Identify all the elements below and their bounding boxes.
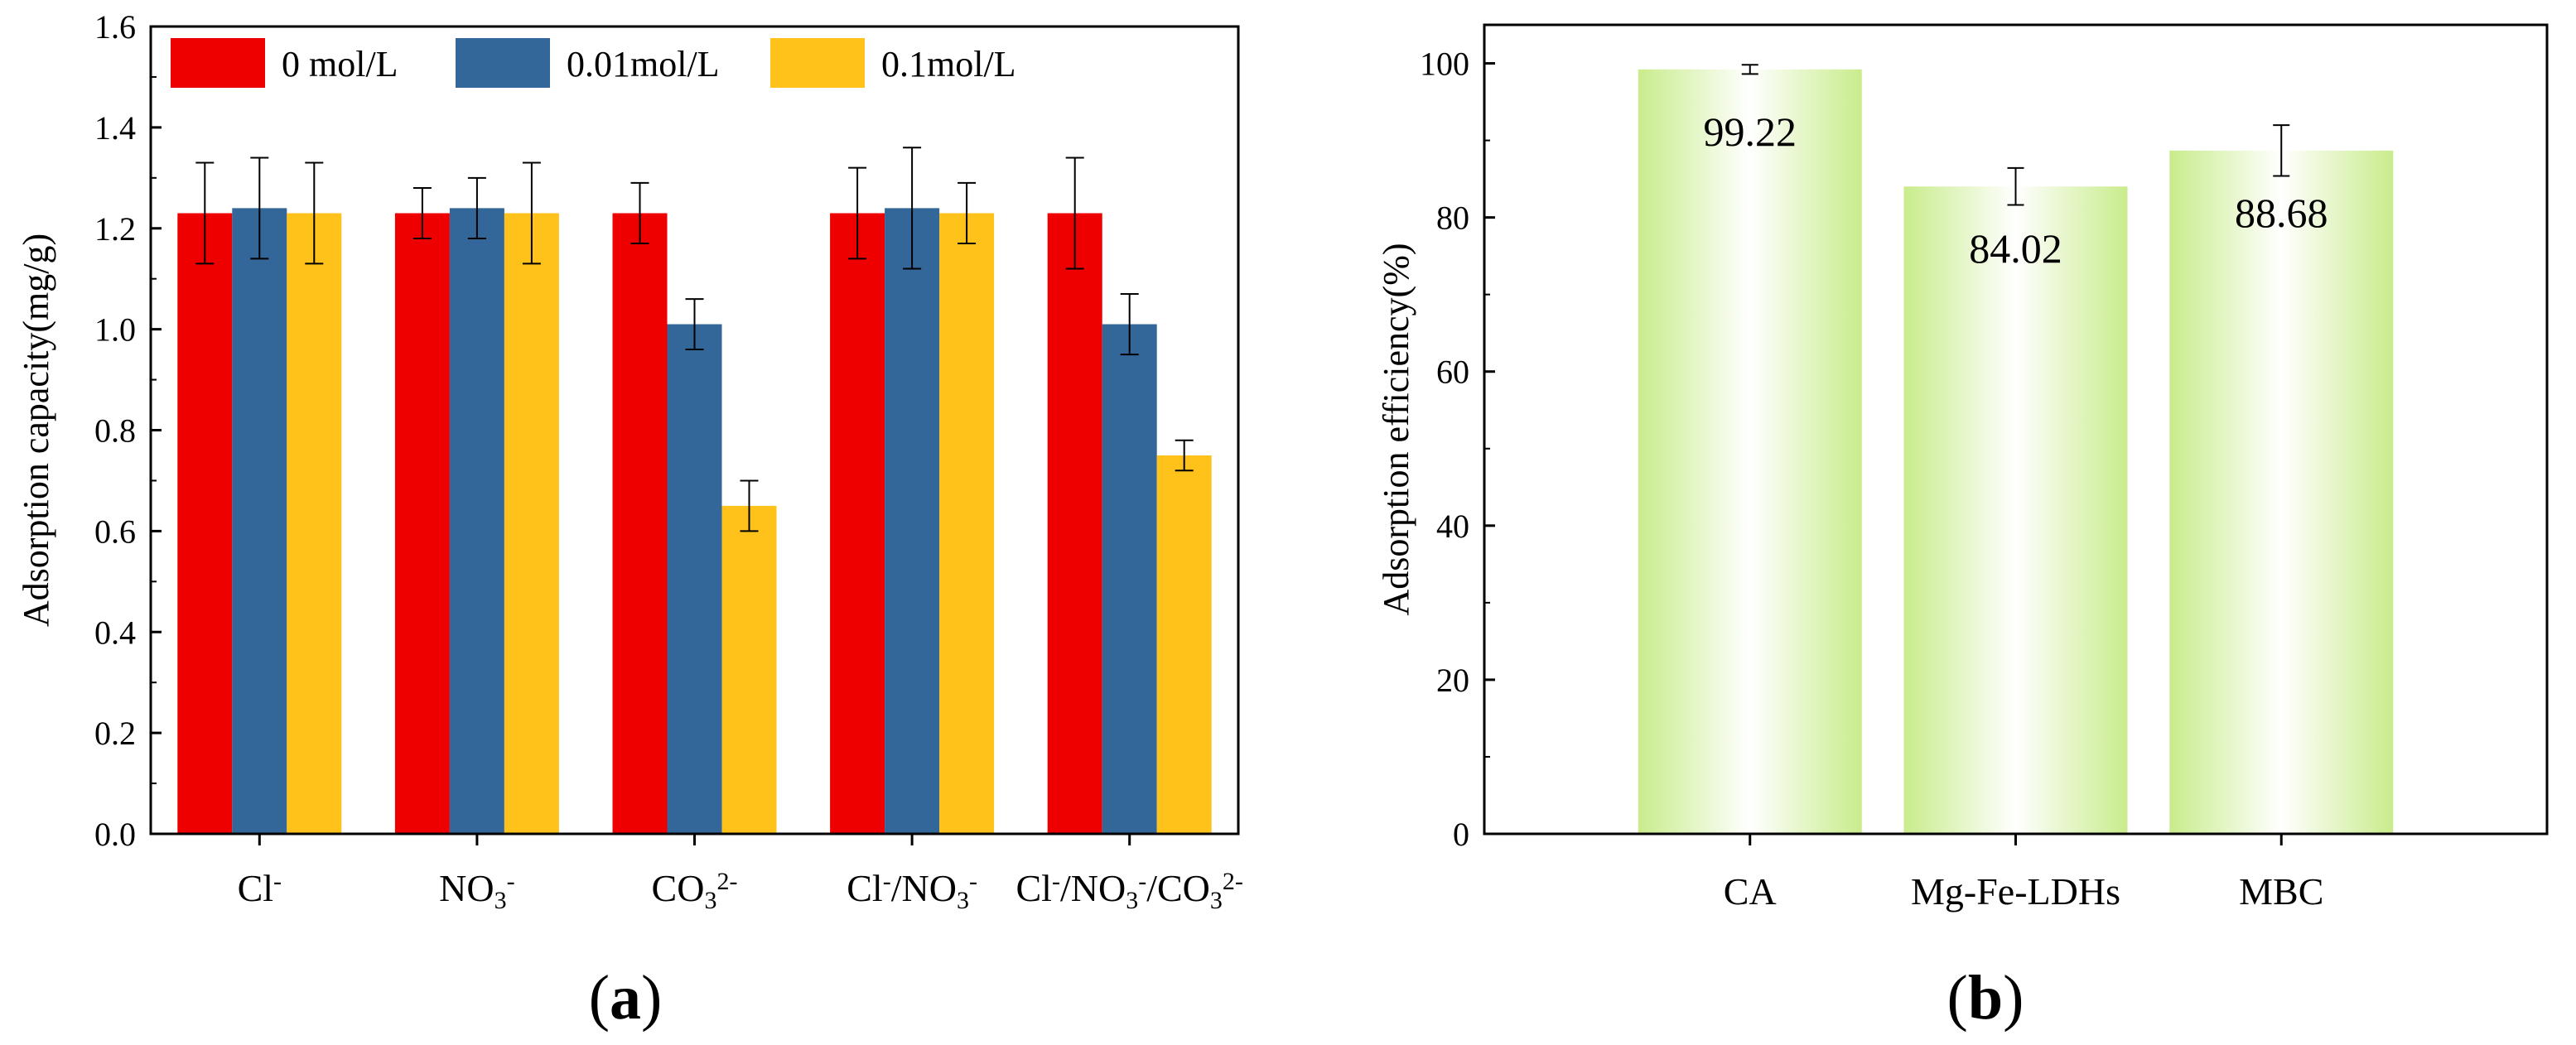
bar-Cl/NO3-0 mol/L [830,213,885,834]
y-tick-label: 80 [1436,200,1469,237]
bar-MBC [2169,150,2394,835]
x-tick-label-CO3: CO32- [652,867,738,914]
x-tick-label-part: - [969,868,977,895]
panel-label-a-open: ( [589,963,610,1033]
x-tick-label-part: Cl [847,867,882,909]
y-axis-title: Adsorption capacity(mg/g) [16,234,56,627]
x-tick-label-part: - [883,868,891,895]
x-tick-label-CA: CA [1724,870,1777,913]
bar-NO3-0.01mol/L [449,208,504,834]
chart-b: 99.22 CA 84.02 Mg-Fe-LDHs 88.68 MBC 0 20 40 60 80 1… [1376,23,2549,1033]
y-tick-label: 100 [1420,46,1469,83]
y-tick-label: 1.0 [94,311,136,349]
panel-label-a-letter: a [610,963,641,1033]
x-tick-label-part: 3 [494,887,507,914]
bar-Cl/NO3/CO3-0.1mol/L [1156,455,1212,834]
bar-CO3-0.1mol/L [721,505,777,834]
data-label-CA: 99.22 [1704,108,1797,155]
legend-label-0.1mol/L: 0.1mol/L [881,44,1016,84]
data-label-Mg-Fe-LDHs: 84.02 [1969,225,2062,272]
y-tick-label: 1.6 [94,8,136,46]
x-tick-label-part: - [507,868,515,895]
x-tick-label-part: Cl [1016,867,1052,909]
panel-label-a: (a) [589,963,663,1033]
x-tick-label-part: /NO [1060,867,1126,909]
y-tick-label: 0.8 [94,412,136,450]
y-tick-label: 60 [1436,354,1469,391]
panel-label-b-letter: b [1968,963,2003,1033]
x-tick-label-part: 2- [1223,868,1243,895]
x-tick-label-part: - [1138,868,1146,895]
x-tick-label-part: 3 [1126,887,1138,914]
bar-Cl-0.01mol/L [232,208,287,834]
bar-Cl-0.1mol/L [287,213,342,834]
y-axis-title: Adsorption efficiency(%) [1376,243,1416,615]
y-tick-label: 20 [1436,662,1469,699]
x-tick-label-part: 3 [957,887,969,914]
x-tick-label-part: - [273,868,282,895]
y-tick-label: 1.2 [94,210,136,248]
x-tick-label-part: /NO [891,867,957,909]
legend-swatch-0 mol/L [171,38,265,88]
legend-swatch-0.01mol/L [456,38,550,88]
bar-NO3-0 mol/L [394,213,450,834]
panel-label-b-open: ( [1947,963,1968,1033]
bar-CO3-0 mol/L [612,213,668,834]
bar-Cl/NO3/CO3-0 mol/L [1047,213,1102,834]
plot-frame [1483,23,2549,836]
bar-Cl/NO3/CO3-0.01mol/L [1102,324,1157,834]
y-tick-label: 0.4 [94,614,136,651]
bar-Cl/NO3-0.01mol/L [885,208,940,834]
legend-swatch-0.1mol/L [770,38,865,88]
bar-Cl-0 mol/L [177,213,233,834]
x-tick-label-part: NO [439,867,494,909]
x-tick-label-part: 3 [1210,887,1223,914]
y-tick-label: 0.0 [94,816,136,853]
bar-CO3-0.01mol/L [667,324,722,834]
chart-a: 0.00.20.40.60.81.01.21.41.6Cl- NO3- CO32- C… [16,8,1243,1033]
x-tick-label-part: Cl [238,867,273,909]
bar-Cl/NO3-0.1mol/L [939,213,995,834]
data-label-MBC: 88.68 [2235,190,2328,236]
y-tick-label: 1.4 [94,109,136,147]
legend-label-0 mol/L: 0 mol/L [282,44,398,84]
legend-label-0.01mol/L: 0.01mol/L [567,44,720,84]
x-tick-label-NO3: NO3- [439,867,514,914]
x-tick-label-part: CO [652,867,705,909]
x-tick-label-Cl/NO3: Cl-/NO3- [847,867,977,914]
y-tick-label: 0.6 [94,513,136,550]
x-tick-label-part: 2- [716,868,737,895]
x-tick-label-Mg-Fe-LDHs: Mg-Fe-LDHs [1911,870,2120,913]
x-tick-label-part: 3 [704,887,716,914]
x-tick-label-MBC: MBC [2239,870,2323,913]
panel-label-a-close: ) [641,963,662,1033]
x-tick-label-Cl: Cl- [238,867,282,909]
x-tick-label-part: /CO [1146,867,1210,909]
panel-label-b: (b) [1947,963,2024,1033]
x-tick-label-part: - [1052,868,1060,895]
bar-Mg-Fe-LDHs [1903,186,2128,835]
x-tick-label-Cl/NO3/CO3: Cl-/NO3-/CO32- [1016,867,1243,914]
y-tick-label: 40 [1436,508,1469,545]
bar-CA [1638,69,1862,835]
y-tick-label: 0 [1453,816,1469,853]
bar-NO3-0.1mol/L [504,213,559,834]
panel-label-b-close: ) [2003,963,2024,1033]
y-tick-label: 0.2 [94,715,136,752]
